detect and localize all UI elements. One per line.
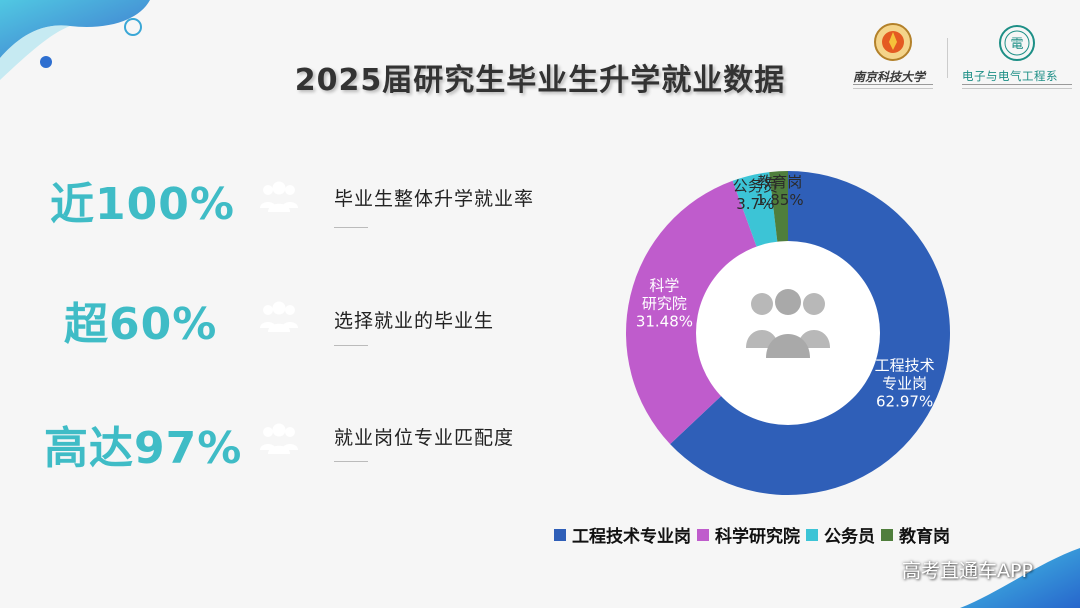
- slice-label: 工程技术专业岗 62.97%: [875, 356, 935, 410]
- legend-item: 教育岗: [881, 522, 950, 547]
- watermark: 高考直通车APP: [902, 560, 1033, 582]
- legend-label: 公务员: [824, 527, 875, 547]
- slice-label: 公务员 3.7%: [733, 177, 778, 213]
- department-emblem-icon: 電: [999, 25, 1035, 61]
- slice-label: 教育岗 1.85%: [756, 173, 804, 209]
- department-name: 电子与电气工程系: [962, 69, 1058, 83]
- stat-label-chose-employment: 选择就业的毕业生: [334, 310, 495, 332]
- employment-donut-chart: 工程技术专业岗 62.97% 科学研究院 31.48% 公务员 3.7%教育岗 1.85%: [626, 171, 950, 495]
- stat-icon-circle-2: [242, 280, 316, 354]
- stat-label-employment-rate: 毕业生整体升学就业率: [334, 188, 535, 210]
- donut-hole: [696, 241, 880, 425]
- legend-swatch: [554, 528, 566, 541]
- deco-ring: [124, 18, 142, 36]
- logo-divider: [947, 38, 948, 78]
- stat-value-major-match: 高达97%: [44, 423, 243, 474]
- university-name: 南京科技大学: [853, 70, 926, 84]
- legend-item: 科学研究院: [697, 522, 800, 547]
- stat-value-chose-employment: 超60%: [64, 299, 218, 350]
- legend-item: 工程技术专业岗: [554, 522, 691, 547]
- people-icon: [260, 423, 298, 454]
- top-left-wave: [0, 0, 150, 58]
- stat-divider: [334, 345, 368, 346]
- stat-label-major-match: 就业岗位专业匹配度: [334, 427, 515, 449]
- legend-swatch: [806, 528, 818, 541]
- legend-label: 工程技术专业岗: [572, 527, 691, 547]
- university-emblem-icon: [874, 23, 912, 61]
- stat-value-employment-rate: 近100%: [50, 179, 235, 230]
- deco-dot: [40, 56, 52, 68]
- people-icon: [260, 301, 298, 332]
- people-icon: [260, 181, 298, 212]
- university-subtitle-rule: [853, 84, 933, 89]
- legend-swatch: [697, 528, 709, 541]
- bottom-right-wave: [960, 548, 1080, 608]
- legend-label: 教育岗: [899, 527, 950, 547]
- chart-legend: 工程技术专业岗 科学研究院 公务员 教育岗: [554, 522, 956, 547]
- stat-divider: [334, 227, 368, 228]
- legend-swatch: [881, 528, 893, 541]
- department-subtitle-rule: [962, 84, 1072, 89]
- stat-icon-circle-1: [242, 160, 316, 234]
- page-title: 2025届研究生毕业生升学就业数据: [294, 63, 786, 98]
- legend-label: 科学研究院: [715, 527, 800, 547]
- slice-label: 科学研究院 31.48%: [636, 277, 693, 331]
- people-icon: [746, 289, 830, 358]
- svg-text:電: 電: [1010, 37, 1023, 52]
- top-left-wave-light: [0, 25, 70, 80]
- legend-item: 公务员: [806, 522, 875, 547]
- stat-icon-circle-3: [242, 402, 316, 476]
- stat-divider: [334, 461, 368, 462]
